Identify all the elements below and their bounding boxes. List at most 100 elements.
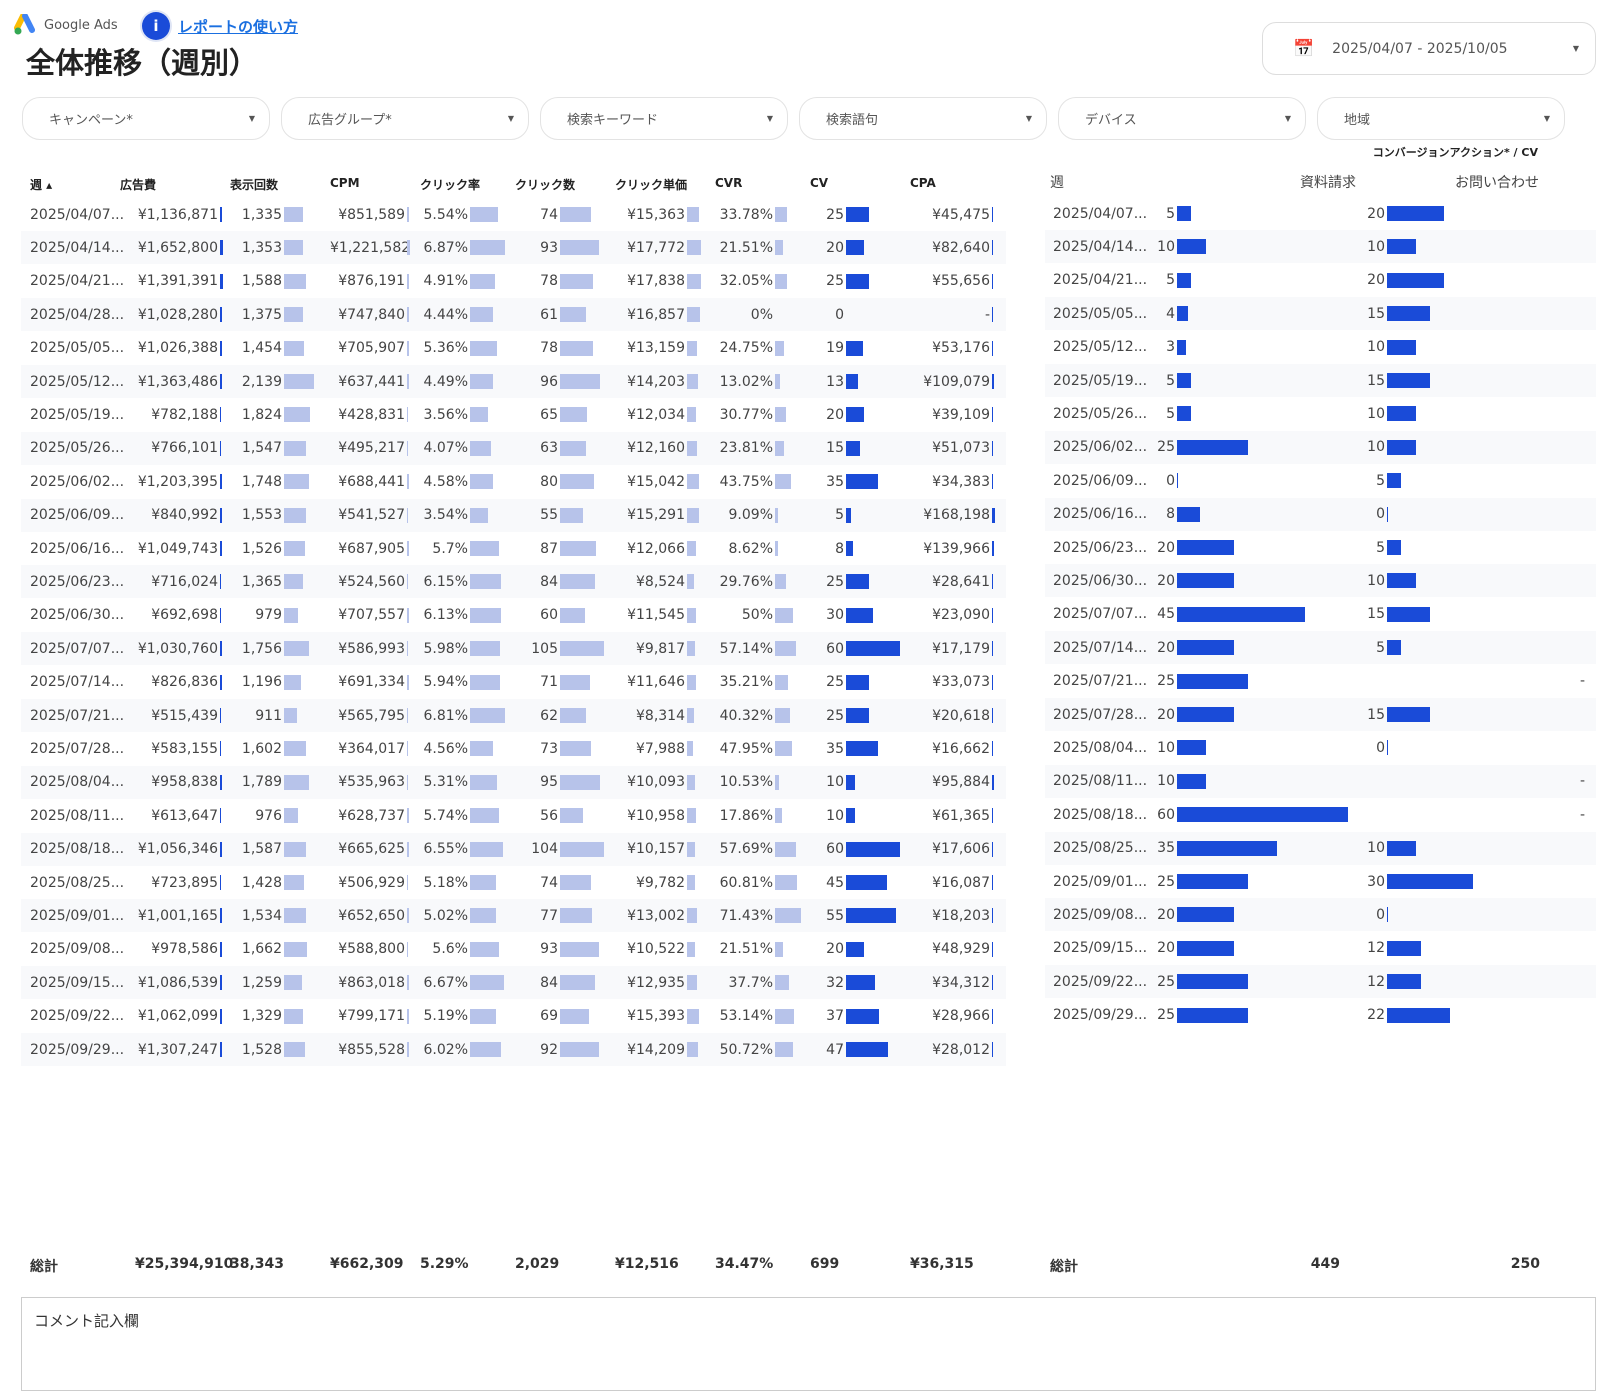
column-header[interactable]: 広告費 bbox=[120, 178, 157, 192]
cell-value: 25 bbox=[1157, 873, 1175, 890]
column-header[interactable]: クリック率 bbox=[420, 178, 481, 192]
table-row[interactable]: 2025/08/11... ¥613,647 976 ¥628,737 5.74% 56 ¥… bbox=[21, 799, 1006, 832]
table-row[interactable]: 2025/09/01... ¥1,001,165 1,534 ¥652,650 5.02… bbox=[21, 899, 1006, 933]
table-row[interactable]: 2025/05/12... ¥1,363,486 2,139 ¥637,441 4.49… bbox=[21, 365, 1006, 398]
column-header[interactable]: 表示回数 bbox=[230, 178, 279, 192]
table-row[interactable]: 2025/05/19... ¥782,188 1,824 ¥428,831 3.56% 6… bbox=[21, 398, 1006, 431]
comment-box[interactable]: コメント記入欄 bbox=[21, 1297, 1596, 1391]
table-row[interactable]: 2025/06/09... 0 5 bbox=[1045, 464, 1596, 497]
table-row[interactable]: 2025/05/26... ¥766,101 1,547 ¥495,217 4.07% 6… bbox=[21, 431, 1006, 465]
filter-dropdown[interactable]: キャンペーン* ▼ bbox=[22, 97, 270, 140]
table-row[interactable]: 2025/07/21... 25 - bbox=[1045, 665, 1596, 698]
cell-value: ¥15,393 bbox=[627, 1008, 685, 1025]
table-row[interactable]: 2025/09/08... 20 0 bbox=[1045, 898, 1596, 932]
table-row[interactable]: 2025/04/07... 5 20 bbox=[1045, 197, 1596, 230]
table-cell: ¥7,988 bbox=[615, 732, 694, 765]
cell-value: ¥652,650 bbox=[338, 907, 405, 924]
table-row[interactable]: 2025/08/11... 10 - bbox=[1045, 764, 1596, 798]
column-header[interactable]: CVR bbox=[715, 176, 743, 190]
table-row[interactable]: 2025/09/08... ¥978,586 1,662 ¥588,800 5.6% 93… bbox=[21, 933, 1006, 966]
table-row[interactable]: 2025/06/16... 8 0 bbox=[1045, 497, 1596, 531]
table-cell: 1,534 bbox=[230, 899, 306, 932]
table-cell: ¥51,073 bbox=[910, 432, 993, 465]
cell-value: ¥15,042 bbox=[627, 473, 685, 490]
table-row[interactable]: 2025/06/02... 25 10 bbox=[1045, 430, 1596, 464]
filter-dropdown[interactable]: デバイス ▼ bbox=[1058, 97, 1306, 140]
table-row[interactable]: 2025/04/21... ¥1,391,391 1,588 ¥876,191 4.91… bbox=[21, 265, 1006, 298]
filter-dropdown[interactable]: 検索語句 ▼ bbox=[799, 97, 1047, 140]
table-row[interactable]: 2025/07/07... 45 15 bbox=[1045, 598, 1596, 631]
table-row[interactable]: 2025/05/05... ¥1,026,388 1,454 ¥705,907 5.36… bbox=[21, 332, 1006, 365]
value-bar bbox=[687, 207, 700, 222]
help-link[interactable]: レポートの使い方 bbox=[178, 17, 299, 36]
column-header[interactable]: お問い合わせ bbox=[1455, 175, 1539, 191]
cell-value: 20 bbox=[1157, 906, 1175, 923]
table-row[interactable]: 2025/06/02... ¥1,203,395 1,748 ¥688,441 4.58… bbox=[21, 465, 1006, 498]
table-row[interactable]: 2025/04/14... 10 10 bbox=[1045, 230, 1596, 264]
table-row[interactable]: 2025/09/15... ¥1,086,539 1,259 ¥863,018 6.67… bbox=[21, 966, 1006, 1000]
table-row[interactable]: 2025/06/16... ¥1,049,743 1,526 ¥687,905 5.7%… bbox=[21, 532, 1006, 565]
table-row[interactable]: 2025/09/22... 25 12 bbox=[1045, 965, 1596, 999]
value-bar bbox=[284, 207, 303, 222]
date-range-picker[interactable]: 📅 2025/04/07 - 2025/10/05 ▼ bbox=[1262, 22, 1596, 75]
table-row[interactable]: 2025/07/28... ¥583,155 1,602 ¥364,017 4.56% 7… bbox=[21, 732, 1006, 765]
table-row[interactable]: 2025/04/07... ¥1,136,871 1,335 ¥851,589 5.54… bbox=[21, 198, 1006, 231]
table-row[interactable]: 2025/05/12... 3 10 bbox=[1045, 331, 1596, 364]
table-row[interactable]: 2025/09/01... 25 30 bbox=[1045, 865, 1596, 898]
week-cell: 2025/05/26... bbox=[1053, 397, 1147, 430]
value-bar bbox=[560, 440, 587, 456]
table-row[interactable]: 2025/08/25... 35 10 bbox=[1045, 831, 1596, 865]
cell-value: 9.09% bbox=[728, 507, 773, 524]
table-cell: 1,365 bbox=[230, 565, 304, 598]
value-bar bbox=[687, 641, 695, 657]
column-header[interactable]: CV bbox=[810, 176, 829, 190]
column-header[interactable]: 週 ▴ bbox=[30, 178, 53, 192]
column-header[interactable]: 資料請求 bbox=[1300, 175, 1356, 191]
value-bar bbox=[220, 507, 222, 523]
table-row[interactable]: 2025/07/07... ¥1,030,760 1,756 ¥586,993 5.98… bbox=[21, 632, 1006, 666]
cell-value: 33.78% bbox=[719, 206, 773, 223]
table-row[interactable]: 2025/08/18... 60 - bbox=[1045, 798, 1596, 831]
info-icon[interactable]: i bbox=[142, 12, 170, 40]
column-header[interactable]: クリック数 bbox=[515, 178, 576, 192]
cell-value: 1,824 bbox=[241, 406, 282, 423]
column-header[interactable]: CPA bbox=[910, 176, 936, 190]
table-row[interactable]: 2025/06/23... 20 5 bbox=[1045, 531, 1596, 564]
table-row[interactable]: 2025/08/04... ¥958,838 1,789 ¥535,963 5.31% 9… bbox=[21, 765, 1006, 799]
table-row[interactable]: 2025/09/22... ¥1,062,099 1,329 ¥799,171 5.19… bbox=[21, 1000, 1006, 1033]
filter-dropdown[interactable]: 地域 ▼ bbox=[1317, 97, 1565, 140]
column-header[interactable]: クリック単価 bbox=[615, 178, 688, 192]
table-row[interactable]: 2025/05/05... 4 15 bbox=[1045, 297, 1596, 331]
table-row[interactable]: 2025/04/28... ¥1,028,280 1,375 ¥747,840 4.44… bbox=[21, 298, 1006, 332]
table-row[interactable]: 2025/08/25... ¥723,895 1,428 ¥506,929 5.18% 7… bbox=[21, 866, 1006, 899]
table-row[interactable]: 2025/07/21... ¥515,439 911 ¥565,795 6.81% 62 ¥… bbox=[21, 699, 1006, 732]
table-row[interactable]: 2025/04/14... ¥1,652,800 1,353 ¥1,221,582 6.… bbox=[21, 231, 1006, 265]
help[interactable]: i レポートの使い方 bbox=[142, 12, 298, 40]
table-row[interactable]: 2025/06/30... ¥692,698 979 ¥707,557 6.13% 60 ¥… bbox=[21, 599, 1006, 632]
value-bar bbox=[407, 507, 409, 523]
table-row[interactable]: 2025/06/09... ¥840,992 1,553 ¥541,527 3.54% 5… bbox=[21, 498, 1006, 532]
column-header[interactable]: CPM bbox=[330, 176, 360, 190]
table-row[interactable]: 2025/06/23... ¥716,024 1,365 ¥524,560 6.15% 8… bbox=[21, 565, 1006, 599]
cell-value: 3.56% bbox=[423, 406, 468, 423]
filter-dropdown[interactable]: 検索キーワード ▼ bbox=[540, 97, 788, 140]
cell-value: 8 bbox=[1166, 506, 1175, 523]
table-row[interactable]: 2025/06/30... 20 10 bbox=[1045, 564, 1596, 598]
table-row[interactable]: 2025/07/28... 20 15 bbox=[1045, 698, 1596, 731]
table-row[interactable]: 2025/09/15... 20 12 bbox=[1045, 932, 1596, 965]
table-row[interactable]: 2025/05/26... 5 10 bbox=[1045, 397, 1596, 430]
table-row[interactable]: 2025/07/14... ¥826,836 1,196 ¥691,334 5.94% 7… bbox=[21, 666, 1006, 699]
cv-cell: 15 bbox=[1345, 598, 1430, 631]
column-header[interactable]: 週 bbox=[1050, 175, 1064, 191]
table-row[interactable]: 2025/08/18... ¥1,056,346 1,587 ¥665,625 6.55… bbox=[21, 832, 1006, 866]
cell-value: ¥10,157 bbox=[627, 841, 685, 858]
table-row[interactable]: 2025/04/21... 5 20 bbox=[1045, 264, 1596, 297]
table-row[interactable]: 2025/09/29... 25 22 bbox=[1045, 999, 1596, 1032]
total-value: ¥25,394,910 bbox=[135, 1256, 234, 1272]
table-row[interactable]: 2025/08/04... 10 0 bbox=[1045, 731, 1596, 764]
filter-dropdown[interactable]: 広告グループ* ▼ bbox=[281, 97, 529, 140]
table-row[interactable]: 2025/07/14... 20 5 bbox=[1045, 631, 1596, 665]
value-bar bbox=[1387, 907, 1388, 923]
table-row[interactable]: 2025/05/19... 5 15 bbox=[1045, 364, 1596, 397]
table-row[interactable]: 2025/09/29... ¥1,307,247 1,528 ¥855,528 6.02… bbox=[21, 1033, 1006, 1066]
